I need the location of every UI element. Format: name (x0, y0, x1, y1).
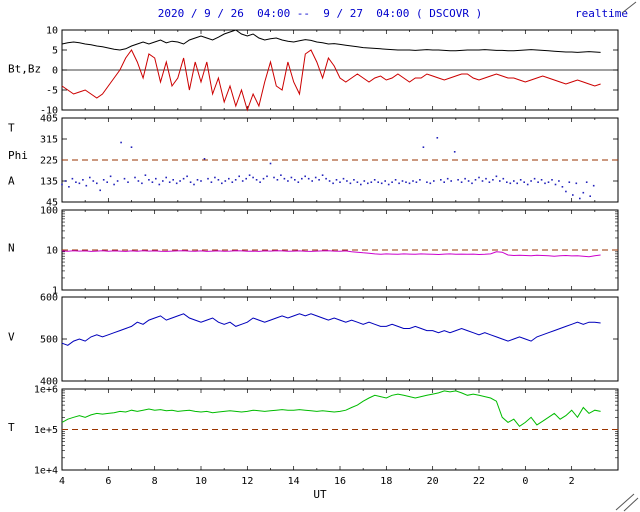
panel-bt-bz-ytick: -5 (46, 86, 58, 97)
x-tick-label: 4 (59, 476, 65, 487)
panel-bt-bz-ytick: 0 (52, 66, 58, 77)
panel-n-quantity-label: N (8, 242, 15, 255)
panel-t-quantity-label: T (8, 421, 15, 434)
x-axis-label: UT (313, 488, 327, 501)
plot-title: 2020 / 9 / 26 04:00 -- 9 / 27 04:00 ( DS… (157, 7, 483, 20)
series-bt (61, 29, 601, 53)
panel-phi-ytick: 45 (46, 198, 58, 209)
x-tick-label: 22 (473, 476, 485, 487)
x-tick-label: 6 (105, 476, 111, 487)
series-v (61, 313, 601, 346)
panel-n-ytick: 100 (40, 206, 58, 217)
panel-phi: 405 315 225 135 45 T Phi A (8, 114, 619, 209)
x-tick-label: 8 (152, 476, 158, 487)
panel-n-ytick: 1 (52, 286, 58, 297)
panel-v: 600 500 400 V (8, 293, 619, 388)
realtime-label: realtime (575, 7, 628, 20)
x-tick-label: 2 (569, 476, 575, 487)
corner-mark-top-right (621, 1, 637, 14)
panel-phi-ytick: 225 (40, 156, 58, 167)
panel-n-ytick: 10 (46, 246, 58, 257)
panel-t: 1e+6 1e+5 1e+4 T (8, 385, 619, 477)
panel-t-ytick: 1e+5 (34, 425, 58, 436)
panel-v-quantity-label: V (8, 331, 15, 344)
series-n (61, 250, 601, 258)
panel-phi-quantity-label: T (8, 121, 15, 134)
x-tick-label: 16 (334, 476, 346, 487)
x-tick-label: 0 (522, 476, 528, 487)
panel-bt-bz-quantity-label: Bt,Bz (8, 62, 41, 75)
panel-phi-ytick: 135 (40, 177, 58, 188)
panel-bt-bz-ytick: 10 (46, 26, 58, 37)
series-phi (61, 137, 595, 200)
panel-bt-bz: 10 5 0 -5 -10 Bt,Bz (8, 26, 619, 117)
x-tick-label: 10 (195, 476, 207, 487)
panel-bt-bz-ytick: 5 (52, 46, 58, 57)
panel-v-ytick: 500 (40, 335, 58, 346)
panel-bt-bz-ytick: -10 (40, 106, 58, 117)
panel-n: 100 10 1 N (8, 206, 619, 297)
series-bz (61, 49, 601, 112)
x-tick-label: 20 (427, 476, 439, 487)
corner-mark-bottom-right (615, 493, 639, 512)
x-tick-label: 18 (380, 476, 392, 487)
panel-v-ytick: 400 (40, 377, 58, 388)
series-t (61, 390, 601, 427)
panel-v-ytick: 600 (40, 293, 58, 304)
panel-phi-quantity-label: Phi (8, 149, 28, 162)
panel-phi-ytick: 315 (40, 135, 58, 146)
panel-t-ytick: 1e+4 (34, 466, 58, 477)
panel-phi-quantity-label: A (8, 174, 15, 187)
x-tick-label: 12 (241, 476, 253, 487)
panel-t-ytick: 1e+6 (34, 385, 58, 396)
panel-phi-ytick: 405 (40, 114, 58, 125)
x-tick-label: 14 (288, 476, 300, 487)
